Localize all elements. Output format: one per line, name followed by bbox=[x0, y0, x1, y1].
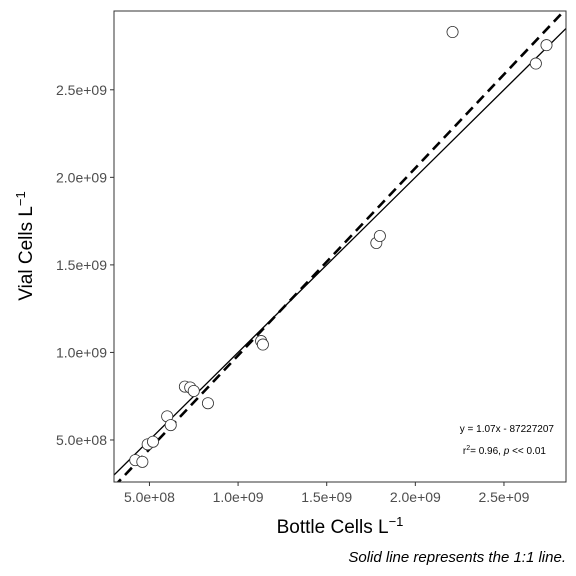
x-tick-label: 1.0e+09 bbox=[213, 489, 264, 505]
y-tick-label: 2.5e+09 bbox=[56, 82, 107, 98]
y-tick-label: 1.5e+09 bbox=[56, 257, 107, 273]
panel-border bbox=[113, 10, 567, 483]
y-tick-label: 2.0e+09 bbox=[56, 169, 107, 185]
r-squared-annotation: r2= 0.96, p << 0.01 bbox=[463, 445, 547, 457]
regression-line bbox=[116, 11, 566, 482]
chart-caption: Solid line represents the 1:1 line. bbox=[348, 549, 566, 566]
x-tick-label: 2.5e+09 bbox=[478, 489, 529, 505]
x-tick-label: 2.0e+09 bbox=[390, 489, 441, 505]
data-point bbox=[529, 57, 542, 70]
x-axis-title: Bottle Cells L−1 bbox=[277, 514, 404, 538]
x-tick-label: 5.0e+08 bbox=[124, 489, 175, 505]
regression-equation: y = 1.07x - 87227207 bbox=[460, 424, 555, 435]
data-point bbox=[256, 338, 269, 351]
data-point bbox=[201, 397, 214, 410]
data-point bbox=[187, 384, 200, 397]
data-point bbox=[164, 419, 177, 432]
y-tick-label: 1.0e+09 bbox=[56, 344, 107, 360]
y-axis-title: Vial Cells L−1 bbox=[13, 191, 37, 301]
data-point bbox=[540, 39, 553, 52]
data-point bbox=[136, 455, 149, 468]
y-tick-label: 5.0e+08 bbox=[56, 432, 107, 448]
data-point bbox=[146, 435, 159, 448]
data-point bbox=[373, 229, 386, 242]
one-to-one-line bbox=[114, 28, 566, 476]
data-point bbox=[446, 26, 459, 39]
x-tick-label: 1.5e+09 bbox=[301, 489, 352, 505]
